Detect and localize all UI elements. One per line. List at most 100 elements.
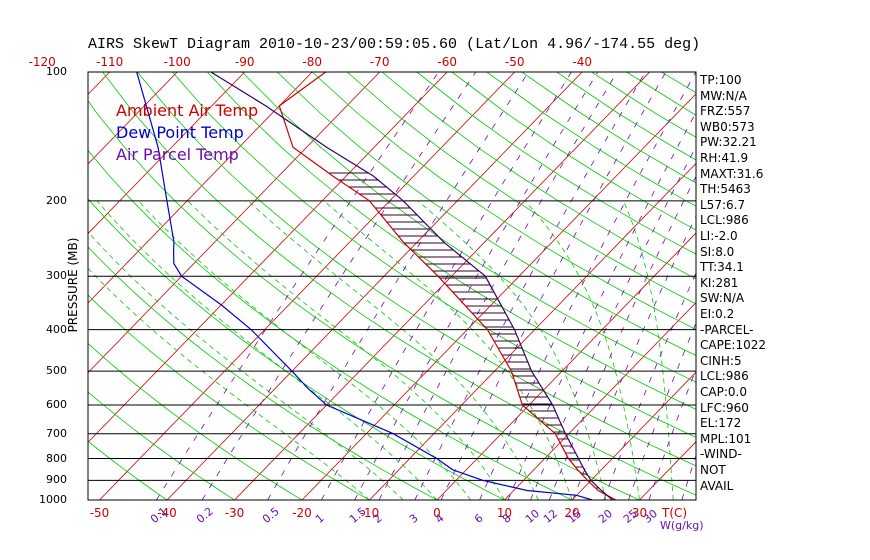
top-temp-tick-label: -120 (28, 55, 56, 69)
mixing-ratio-unit-label: W(g/kg) (660, 519, 704, 532)
dry-adiabat-line (416, 72, 696, 255)
index-item: TH:5463 (700, 182, 751, 197)
index-item: KI:281 (700, 275, 739, 290)
index-item: LCL:986 (700, 213, 749, 228)
dry-adiabat-line (137, 72, 696, 467)
dry-adiabat-line (88, 294, 370, 500)
pressure-tick-label: 1000 (39, 493, 67, 506)
isotherm-line (436, 232, 696, 500)
mixing-ratio-line (507, 111, 696, 500)
isotherm-line (88, 72, 448, 443)
bottom-temp-tick-label: 20 (564, 506, 580, 520)
parcel-temp-line (210, 72, 613, 500)
pressure-tick-label: 100 (46, 65, 67, 78)
mixing-ratio-line (201, 72, 477, 500)
mixing-ratio-line (378, 72, 618, 500)
top-temp-tick-label: -70 (369, 55, 390, 69)
dry-adiabat-line (276, 72, 696, 356)
top-temp-tick-label: -80 (302, 55, 322, 69)
ambient-temp-line (278, 72, 617, 500)
index-item: SW:N/A (700, 291, 745, 306)
dry-adiabat-line (88, 440, 168, 500)
isotherm-line (369, 162, 696, 500)
index-item: SI:8.0 (700, 244, 735, 259)
isotherm-line (571, 371, 696, 500)
isotherm-line (88, 72, 380, 374)
index-item: MPL:101 (700, 431, 752, 446)
mixing-ratio-line (628, 322, 696, 500)
pressure-tick-label: 200 (46, 193, 67, 207)
index-item: LI:-2.0 (700, 229, 738, 243)
legend-dewpoint: Dew Point Temp (116, 123, 244, 142)
dry-adiabat-line (486, 72, 696, 207)
top-temp-tick-label: -110 (96, 55, 124, 69)
isotherm-line (88, 72, 245, 235)
index-item: TP:100 (700, 73, 742, 87)
dry-adiabat-line (88, 391, 235, 500)
bottom-temp-tick-label: 0 (433, 506, 441, 520)
isotherm-line (301, 93, 696, 500)
isotherm-line (99, 72, 515, 500)
isotherm-line (775, 72, 870, 500)
isotherm-line (166, 72, 583, 500)
dry-adiabat-line (346, 72, 696, 305)
mixing-ratio-line (548, 175, 696, 500)
moist-adiabat-line (524, 200, 640, 500)
index-item: FRZ:557 (700, 104, 751, 119)
index-item: PW:32.21 (700, 135, 757, 150)
legend-ambient: Ambient Air Temp (116, 101, 259, 120)
bottom-temp-tick-label: -30 (224, 506, 245, 520)
legend-parcel: Air Parcel Temp (116, 145, 239, 164)
index-item: LFC:960 (700, 400, 749, 415)
isotherm-line (504, 302, 696, 500)
moist-adiabat-line (138, 200, 472, 500)
plot-frame (87, 71, 697, 501)
mixing-ratio-line (414, 72, 646, 500)
chart-title: AIRS SkewT Diagram 2010-10-23/00:59:05.6… (88, 36, 701, 53)
mixing-ratio-line (440, 72, 667, 500)
mixing-ratio-line (648, 368, 696, 500)
dewpoint-temp-line (136, 72, 593, 500)
index-item: MAXT:31.6 (700, 166, 764, 181)
dry-adiabat-line (207, 72, 696, 410)
pressure-tick-label: 900 (46, 473, 67, 487)
moist-adiabat-line (323, 200, 573, 500)
index-item: WB0:573 (700, 119, 755, 134)
moist-adiabat-line (88, 267, 370, 500)
index-item: CINH:5 (700, 353, 742, 368)
pressure-tick-label: 500 (46, 364, 67, 378)
pressure-tick-label: 700 (46, 426, 67, 440)
dry-adiabat-line (88, 342, 303, 500)
y-axis-label: PRESSURE (MB) (66, 237, 80, 333)
bottom-temp-tick-label: 10 (496, 506, 513, 520)
isotherm-line (88, 72, 313, 304)
mixing-ratio-line (354, 72, 599, 500)
index-item: AVAIL (700, 478, 734, 493)
pressure-tick-label: 600 (46, 398, 67, 412)
mixing-ratio-line (530, 145, 696, 500)
bottom-temp-tick-label: -20 (292, 506, 312, 520)
index-item: CAPE:1022 (700, 338, 766, 353)
moist-adiabat-line (187, 200, 505, 500)
top-temp-tick-label: -50 (504, 55, 525, 69)
index-item: -WIND- (700, 447, 742, 462)
moist-adiabat-line (247, 200, 539, 500)
moist-adiabat-line (88, 231, 404, 500)
index-item: EI:0.2 (700, 307, 735, 321)
mixing-ratio-line (479, 72, 696, 500)
moist-adiabat-line (96, 200, 438, 500)
pressure-tick-label: 400 (46, 322, 67, 336)
dry-adiabat-line (88, 100, 640, 500)
bottom-temp-tick-label: -50 (89, 506, 110, 520)
temp-unit-label: T(C) (662, 506, 688, 520)
dry-adiabat-line (241, 72, 696, 383)
mixing-ratio-line (681, 454, 696, 500)
dry-adiabat-line (172, 72, 696, 438)
top-temp-tick-label: -60 (437, 55, 457, 69)
dry-adiabat-line (88, 246, 438, 500)
moist-adiabat-line (623, 200, 674, 500)
top-temp-tick-label: -100 (163, 55, 191, 69)
dry-adiabat-line (102, 72, 696, 496)
index-item: EL:172 (700, 416, 742, 431)
